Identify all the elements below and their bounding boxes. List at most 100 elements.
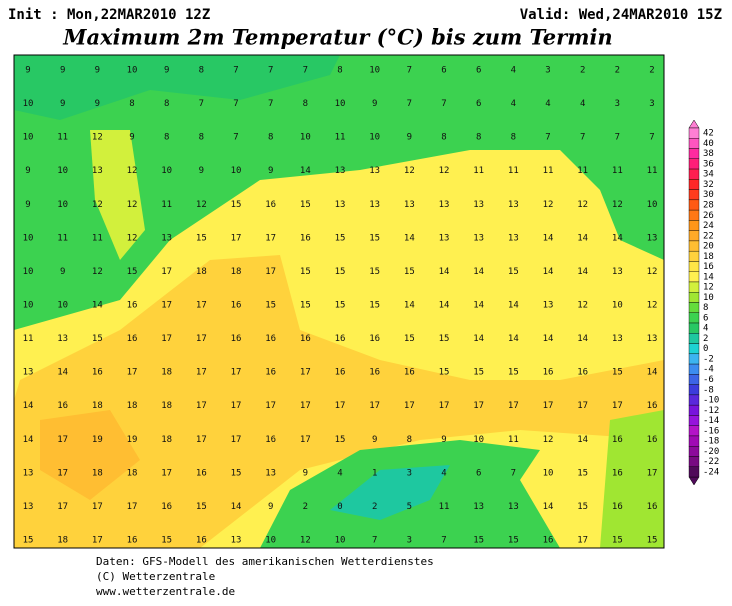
grid-value: 9 xyxy=(268,502,273,512)
grid-value: 17 xyxy=(161,468,172,478)
grid-value: 13 xyxy=(23,468,34,478)
colorbar-label: -6 xyxy=(703,375,714,385)
grid-value: 14 xyxy=(473,267,484,277)
grid-value: 15 xyxy=(335,301,346,311)
grid-value: 17 xyxy=(196,435,207,445)
grid-value: 17 xyxy=(647,468,658,478)
colorbar-box xyxy=(688,333,700,344)
grid-value: 9 xyxy=(372,435,377,445)
grid-value: 11 xyxy=(439,502,450,512)
grid-value: 17 xyxy=(231,401,242,411)
grid-value: 10 xyxy=(369,133,380,143)
colorbar-box xyxy=(688,363,700,375)
grid-value: 8 xyxy=(199,133,204,143)
grid-value: 17 xyxy=(335,401,346,411)
colorbar-label: -10 xyxy=(703,396,719,406)
colorbar-box xyxy=(688,158,700,170)
grid-value: 18 xyxy=(127,401,138,411)
grid-value: 15 xyxy=(404,267,415,277)
grid-value: 12 xyxy=(92,267,103,277)
colorbar-label: 38 xyxy=(703,149,714,159)
colorbar-label: -14 xyxy=(703,416,719,426)
grid-value: 11 xyxy=(57,133,68,143)
grid-value: 9 xyxy=(95,66,100,76)
colorbar-label: 20 xyxy=(703,242,714,252)
grid-value: 8 xyxy=(268,133,273,143)
colorbar-label: -4 xyxy=(703,365,714,375)
grid-value: 16 xyxy=(543,536,554,546)
grid-value: 18 xyxy=(57,536,68,546)
grid-value: 12 xyxy=(127,166,138,176)
grid-value: 13 xyxy=(473,233,484,243)
colorbar-box xyxy=(688,312,700,324)
grid-value: 13 xyxy=(473,502,484,512)
colorbar-box xyxy=(688,199,700,211)
grid-value: 2 xyxy=(372,502,377,512)
grid-value: 16 xyxy=(161,502,172,512)
grid-value: 15 xyxy=(161,536,172,546)
grid-value: 9 xyxy=(129,133,134,143)
grid-value: 17 xyxy=(300,368,311,378)
grid-value: 9 xyxy=(60,267,65,277)
grid-value: 11 xyxy=(647,166,658,176)
grid-value: 15 xyxy=(335,233,346,243)
grid-value: 14 xyxy=(612,233,623,243)
grid-value: 15 xyxy=(196,233,207,243)
grid-value: 18 xyxy=(161,435,172,445)
grid-value: 7 xyxy=(372,536,377,546)
grid-value: 17 xyxy=(231,368,242,378)
colorbar-box xyxy=(688,394,700,406)
grid-value: 4 xyxy=(545,99,550,109)
grid-value: 17 xyxy=(57,502,68,512)
grid-value: 12 xyxy=(92,200,103,210)
grid-value: 16 xyxy=(647,502,658,512)
colorbar-box xyxy=(688,415,700,426)
map: 9 9 9 10 9 8 7 7 7 8 10 7 6 6 4 3 2 2 210 9 9 8 8 7 7 7 8 10 9 7 7 6 4 4 4… xyxy=(13,54,665,549)
grid-value: 17 xyxy=(265,233,276,243)
grid-value: 6 xyxy=(476,66,481,76)
grid-value: 16 xyxy=(231,301,242,311)
grid-value: 8 xyxy=(303,99,308,109)
valid-time: Valid: Wed,24MAR2010 15Z xyxy=(520,7,722,23)
grid-value: 9 xyxy=(303,468,308,478)
grid-value: 16 xyxy=(335,334,346,344)
grid-value: 17 xyxy=(369,401,380,411)
grid-value: 14 xyxy=(23,401,34,411)
grid-value: 11 xyxy=(473,166,484,176)
colorbar-label: -18 xyxy=(703,437,719,447)
grid-value: 14 xyxy=(577,267,588,277)
grid-value: 16 xyxy=(369,368,380,378)
grid-value: 15 xyxy=(612,368,623,378)
grid-value: 10 xyxy=(647,200,658,210)
value-grid: 9 9 9 10 9 8 7 7 7 8 10 7 6 6 4 3 2 2 210 9 9 8 8 7 7 7 8 10 9 7 7 6 4 4 4… xyxy=(23,66,658,546)
colorbar-box xyxy=(688,374,700,385)
grid-value: 10 xyxy=(23,267,34,277)
colorbar-box xyxy=(688,322,700,334)
grid-value: 13 xyxy=(23,502,34,512)
grid-value: 8 xyxy=(441,133,446,143)
grid-value: 17 xyxy=(196,301,207,311)
colorbar-box xyxy=(688,209,700,221)
grid-value: 14 xyxy=(23,435,34,445)
colorbar-box xyxy=(688,292,700,303)
colorbar-label: 42 xyxy=(703,129,714,139)
grid-value: 2 xyxy=(580,66,585,76)
grid-value: 3 xyxy=(407,468,412,478)
grid-value: 17 xyxy=(612,401,623,411)
grid-value: 16 xyxy=(127,536,138,546)
grid-value: 10 xyxy=(335,99,346,109)
grid-value: 10 xyxy=(369,66,380,76)
grid-value: 14 xyxy=(543,233,554,243)
grid-value: 16 xyxy=(543,368,554,378)
grid-value: 17 xyxy=(196,334,207,344)
colorbar-box xyxy=(688,302,700,313)
grid-value: 15 xyxy=(300,267,311,277)
colorbar-label: -20 xyxy=(703,447,719,457)
grid-value: 13 xyxy=(265,468,276,478)
grid-value: 16 xyxy=(300,334,311,344)
colorbar-box xyxy=(688,446,700,457)
grid-value: 14 xyxy=(508,334,519,344)
grid-value: 8 xyxy=(199,66,204,76)
colorbar-label: -22 xyxy=(703,457,719,467)
grid-value: 9 xyxy=(95,99,100,109)
